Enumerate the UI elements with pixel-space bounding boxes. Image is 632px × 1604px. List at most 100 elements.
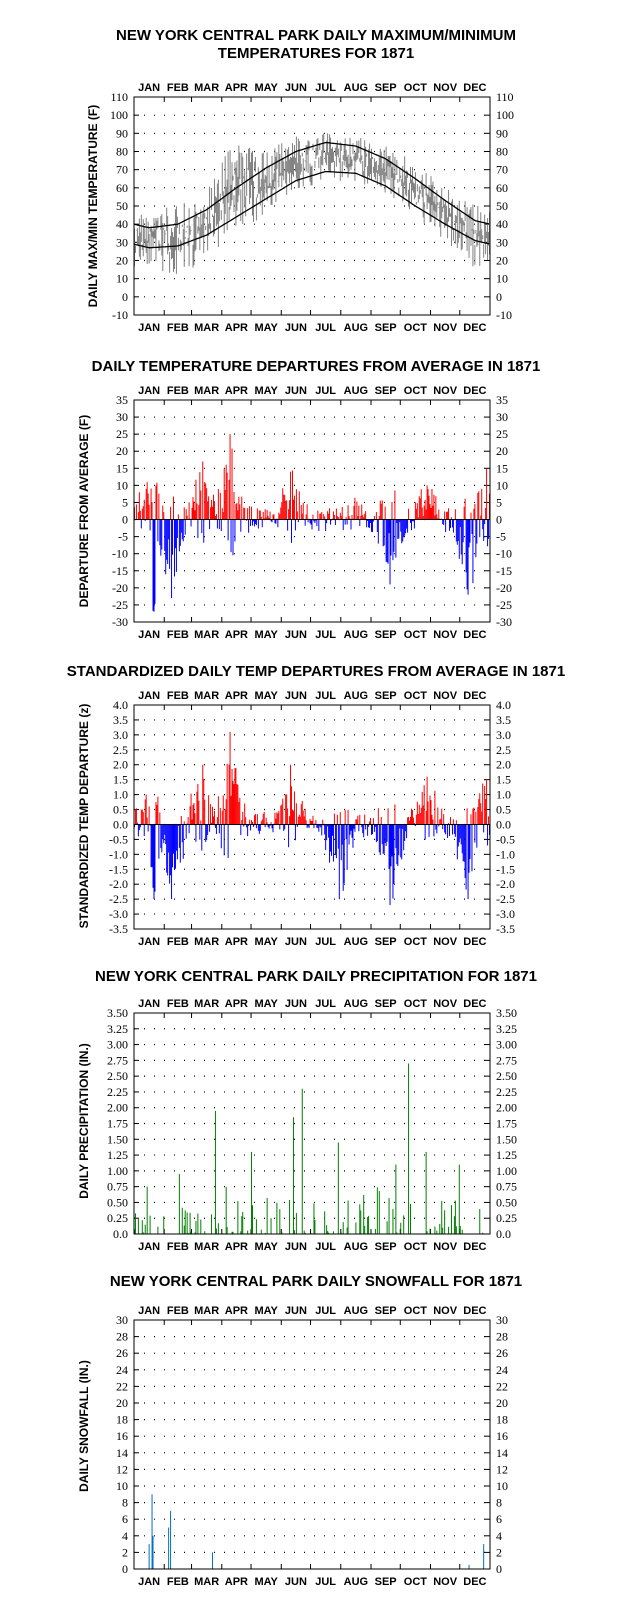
month-label-top: MAY: [254, 385, 278, 397]
month-label-bottom: MAY: [254, 936, 278, 948]
y-tick-label-left: 28: [116, 1330, 128, 1344]
month-label-top: JAN: [138, 385, 160, 397]
month-label-bottom: JUL: [315, 1576, 336, 1588]
month-label-bottom: JAN: [138, 629, 160, 641]
month-label-top: SEP: [375, 690, 397, 702]
y-tick-label-right: -0.5: [496, 832, 515, 846]
month-label-top: AUG: [344, 1305, 368, 1317]
month-label-top: NOV: [433, 1305, 458, 1317]
y-tick-label-right: 40: [496, 217, 508, 231]
month-label-bottom: OCT: [404, 322, 428, 334]
plot-frame: [133, 399, 491, 623]
month-label-top: JAN: [138, 82, 160, 94]
y-tick-label-left: -25: [112, 598, 128, 612]
y-tick-label-left: 90: [116, 126, 128, 140]
month-label-bottom: MAY: [254, 322, 278, 334]
month-label-bottom: SEP: [375, 936, 397, 948]
month-label-bottom: MAY: [254, 629, 278, 641]
month-label-bottom: APR: [225, 629, 248, 641]
month-labels-top: JAN FEB MAR APR MAY JUN JUL AUG SEP OCT NOV DEC: [138, 1305, 486, 1317]
month-label-top: MAR: [194, 1305, 219, 1317]
month-label-top: AUG: [344, 385, 368, 397]
chart-maxmin: NEW YORK CENTRAL PARK DAILY MAXIMUM/MINI…: [0, 0, 632, 350]
y-tick-label-left: 50: [116, 199, 128, 213]
y-tick-label-right: 1.00: [496, 1164, 517, 1178]
month-label-bottom: FEB: [167, 936, 189, 948]
y-tick-label-left: 30: [116, 235, 128, 249]
y-tick-label-left: -3.0: [109, 907, 128, 921]
y-tick-label-left: 3.25: [107, 1022, 128, 1036]
month-label-top: FEB: [167, 690, 189, 702]
y-tick-label-left: 4: [122, 1529, 128, 1543]
chart-maxmin-svg: NEW YORK CENTRAL PARK DAILY MAXIMUM/MINI…: [86, 27, 516, 334]
y-tick-label-right: 3.00: [496, 1038, 517, 1052]
y-tick-label-left: 2.25: [107, 1085, 128, 1099]
y-tick-label-left: 16: [116, 1429, 128, 1443]
month-label-bottom: AUG: [344, 936, 368, 948]
month-label-top: MAY: [254, 998, 278, 1010]
chart-standardized-svg: STANDARDIZED DAILY TEMP DEPARTURES FROM …: [67, 663, 565, 948]
month-label-bottom: JUN: [285, 322, 307, 334]
y-tick-label-right: 3.50: [496, 1006, 517, 1020]
y-tick-label-right: 3.5: [496, 713, 511, 727]
y-tick-label-right: -20: [496, 581, 512, 595]
y-tick-label-right: 8: [496, 1496, 502, 1510]
month-label-bottom: JUL: [315, 322, 336, 334]
y-tick-label-right: 1.75: [496, 1117, 517, 1131]
y-tick-label-right: 1.0: [496, 788, 511, 802]
y-tick-label-left: -2.5: [109, 892, 128, 906]
month-label-bottom: APR: [225, 936, 248, 948]
y-tick-label-right: 100: [496, 108, 514, 122]
month-label-bottom: AUG: [344, 322, 368, 334]
month-label-bottom: OCT: [404, 1576, 428, 1588]
month-label-top: JAN: [138, 998, 160, 1010]
y-tick-label-left: 30: [116, 410, 128, 424]
month-label-top: MAR: [194, 690, 219, 702]
month-label-bottom: MAR: [194, 629, 219, 641]
month-label-top: SEP: [375, 998, 397, 1010]
month-label-top: DEC: [463, 690, 486, 702]
month-label-bottom: OCT: [404, 629, 428, 641]
y-tick-label-right: 20: [496, 444, 508, 458]
y-tick-label-right: 5: [496, 495, 502, 509]
y-tick-label-left: 25: [116, 427, 128, 441]
y-tick-label-left: 22: [116, 1379, 128, 1393]
month-label-top: MAR: [194, 385, 219, 397]
y-tick-label-right: -1.0: [496, 847, 515, 861]
month-label-top: JUL: [315, 998, 336, 1010]
y-tick-label-right: 14: [496, 1446, 508, 1460]
plot-frame: [133, 1319, 491, 1570]
normal-max-line: [133, 141, 490, 229]
y-tick-label-left: 12: [116, 1462, 128, 1476]
y-tick-label-right: 10: [496, 272, 508, 286]
month-label-bottom: SEP: [375, 629, 397, 641]
month-label-bottom: FEB: [167, 322, 189, 334]
y-tick-label-left: 26: [116, 1346, 128, 1360]
month-label-bottom: APR: [225, 322, 248, 334]
month-label-bottom: MAY: [254, 1576, 278, 1588]
month-label-top: NOV: [433, 690, 458, 702]
month-label-top: MAY: [254, 690, 278, 702]
chart-title: STANDARDIZED DAILY TEMP DEPARTURES FROM …: [67, 663, 565, 680]
month-label-bottom: MAR: [194, 322, 219, 334]
month-label-top: JUL: [315, 1305, 336, 1317]
y-tick-label-right: 0.5: [496, 803, 511, 817]
month-label-bottom: DEC: [463, 322, 486, 334]
y-tick-label-right: -5: [496, 530, 506, 544]
month-label-bottom: JAN: [138, 936, 160, 948]
y-tick-label-left: 14: [116, 1446, 128, 1460]
y-tick-label-left: 0.0: [113, 817, 128, 831]
y-tick-label-left: 1.25: [107, 1148, 128, 1162]
month-label-top: JUL: [315, 690, 336, 702]
month-label-bottom: SEP: [375, 322, 397, 334]
y-tick-label-right: 0.50: [496, 1195, 517, 1209]
y-tick-label-left: 1.75: [107, 1117, 128, 1131]
month-label-top: JAN: [138, 690, 160, 702]
y-tick-label-right: 30: [496, 410, 508, 424]
y-tick-label-left: 0.50: [107, 1195, 128, 1209]
y-tick-label-left: 0: [122, 513, 128, 527]
y-tick-label-right: -10: [496, 547, 512, 561]
chart-precipitation: NEW YORK CENTRAL PARK DAILY PRECIPITATIO…: [0, 960, 632, 1265]
y-tick-label-right: 1.5: [496, 773, 511, 787]
